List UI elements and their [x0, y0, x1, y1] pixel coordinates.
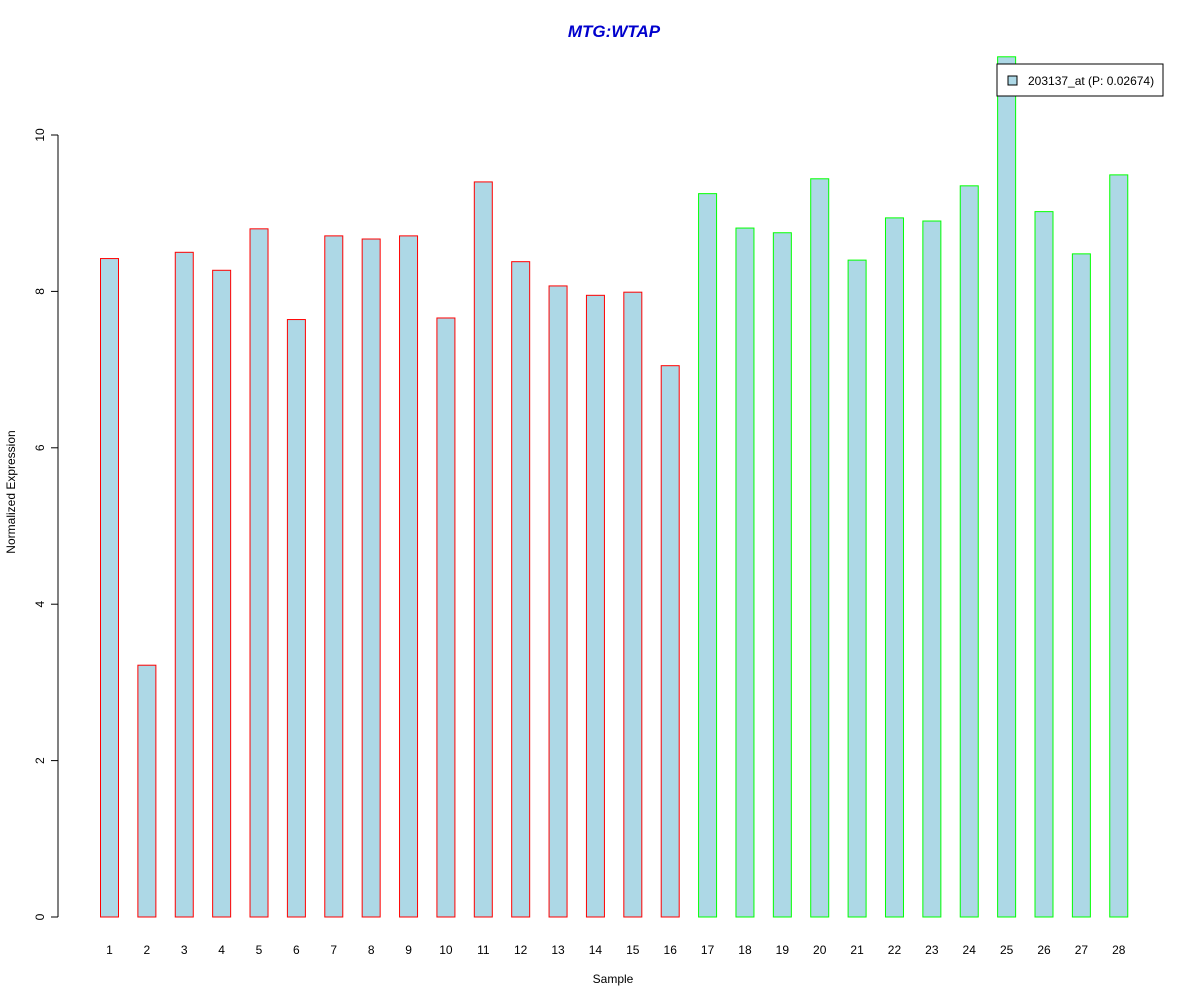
x-tick-label: 13 [551, 943, 565, 957]
bar-sample-21 [847, 259, 867, 918]
x-tick-label: 17 [701, 943, 715, 957]
legend-entry-label: 203137_at (P: 0.02674) [1028, 74, 1154, 88]
bar-sample-3 [174, 251, 194, 918]
x-tick-label: 14 [589, 943, 603, 957]
x-tick-label: 15 [626, 943, 640, 957]
y-tick-label: 2 [33, 757, 47, 764]
bar-sample-18 [735, 227, 755, 918]
bar-sample-5 [249, 228, 269, 918]
x-axis-title: Sample [593, 972, 634, 986]
x-tick-label: 11 [477, 943, 490, 957]
x-tick-label: 2 [144, 943, 151, 957]
bar-sample-10 [436, 317, 456, 918]
y-axis: 0 2 4 6 8 10 [33, 128, 59, 920]
bar-sample-26 [1034, 211, 1054, 918]
y-tick-label: 6 [33, 444, 47, 451]
y-axis-title: Normalized Expression [4, 430, 18, 553]
x-tick-label: 20 [813, 943, 827, 957]
legend-box [996, 63, 1164, 97]
x-tick-label: 19 [776, 943, 790, 957]
bar-sample-11 [473, 181, 493, 918]
bar-sample-27 [1071, 253, 1091, 918]
bar-sample-16 [660, 365, 680, 918]
x-tick-label: 27 [1075, 943, 1089, 957]
bars [100, 56, 1129, 918]
x-tick-label: 16 [664, 943, 678, 957]
bar-sample-8 [361, 238, 381, 918]
bar-sample-6 [286, 319, 306, 918]
x-tick-label: 9 [405, 943, 412, 957]
x-tick-label: 18 [738, 943, 752, 957]
bar-sample-2 [137, 664, 157, 918]
x-tick-label: 24 [963, 943, 977, 957]
bar-sample-20 [810, 178, 830, 918]
bar-sample-23 [922, 220, 942, 918]
bar-sample-19 [772, 232, 792, 918]
x-tick-label: 8 [368, 943, 375, 957]
x-tick-label: 5 [256, 943, 263, 957]
bar-sample-25 [997, 56, 1017, 918]
bar-sample-15 [623, 291, 643, 918]
x-tick-label: 28 [1112, 943, 1126, 957]
bar-sample-24 [959, 185, 979, 918]
x-tick-label: 1 [106, 943, 113, 957]
x-tick-label: 3 [181, 943, 188, 957]
x-tick-label: 25 [1000, 943, 1014, 957]
bar-sample-13 [548, 285, 568, 918]
bar-sample-28 [1109, 174, 1129, 918]
legend: 203137_at (P: 0.02674) [996, 63, 1164, 97]
x-tick-label: 26 [1037, 943, 1051, 957]
bar-sample-14 [585, 294, 605, 918]
x-tick-label: 6 [293, 943, 300, 957]
bar-sample-7 [324, 235, 344, 918]
bar-sample-17 [698, 193, 718, 918]
bar-sample-4 [212, 269, 232, 918]
legend-swatch [1007, 75, 1018, 86]
y-tick-label: 0 [33, 913, 47, 920]
y-tick-label: 4 [33, 601, 47, 608]
bar-sample-12 [511, 261, 531, 918]
bar-sample-9 [399, 235, 419, 918]
y-tick-label: 10 [33, 128, 47, 142]
bar-sample-22 [884, 217, 904, 918]
x-tick-label: 7 [330, 943, 337, 957]
chart-title: MTG:WTAP [568, 22, 661, 41]
x-tick-label: 12 [514, 943, 528, 957]
x-tick-label: 4 [218, 943, 225, 957]
bar-sample-1 [100, 258, 119, 918]
x-tick-labels: 1 2 3 4 5 6 7 8 9 10 11 12 13 14 15 16 17 18 19 20 21 22 23 24 2… [106, 943, 1126, 957]
y-tick-label: 8 [33, 288, 47, 295]
x-tick-label: 10 [439, 943, 453, 957]
x-tick-label: 21 [850, 943, 864, 957]
x-tick-label: 22 [888, 943, 902, 957]
x-tick-label: 23 [925, 943, 939, 957]
